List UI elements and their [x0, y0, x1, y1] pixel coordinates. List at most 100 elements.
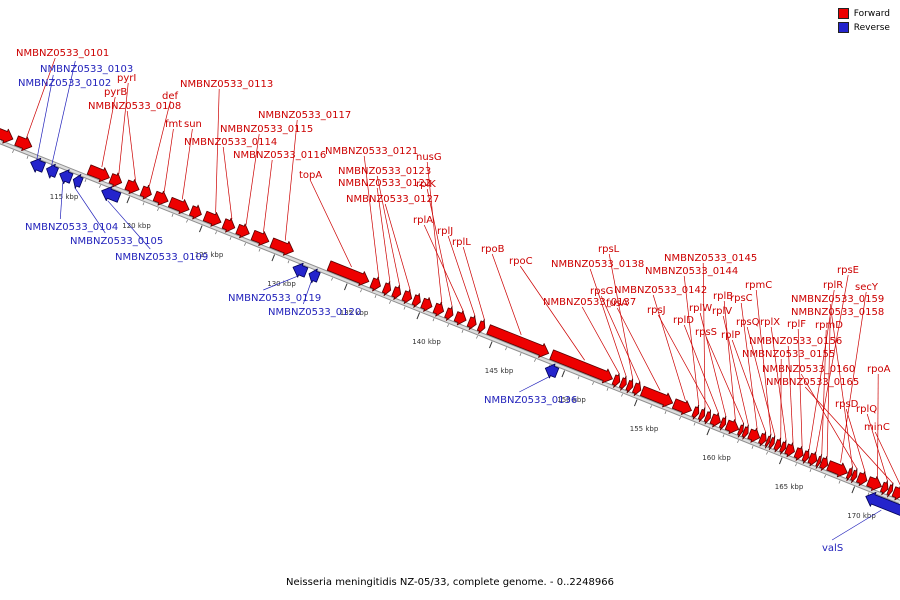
gene-label-NMBNZ0533_0117: NMBNZ0533_0117 [258, 110, 351, 121]
gene-arrow-rpsE[interactable] [807, 451, 818, 467]
gene-arrow-NMBNZ0533_0136[interactable] [544, 363, 560, 379]
gene-arrow-NMBNZ0533_0108[interactable] [124, 179, 140, 195]
gene-arrow-NMBNZ0533_0109[interactable] [101, 186, 122, 203]
gene-arrow-rplF[interactable] [793, 446, 804, 461]
gene-arrow-nusG[interactable] [432, 301, 445, 317]
gene-arrow-NMBNZ0533_0105[interactable] [72, 173, 84, 189]
gene-label-topA: topA [299, 170, 322, 181]
gene-label-rplB: rplB [713, 291, 733, 302]
gene-arrow-rpsD[interactable] [856, 471, 868, 487]
gene-arrow-rpoA[interactable] [866, 476, 882, 491]
gene-label-NMBNZ0533_0136: NMBNZ0533_0136 [484, 395, 577, 406]
gene-arrow-rplL[interactable] [476, 319, 486, 334]
gene-arrow-secY[interactable] [826, 460, 848, 478]
gene-arrow-rpoB[interactable] [486, 324, 550, 358]
leader-NMBNZ0533_0103 [48, 60, 76, 178]
gene-label-rplQ: rplQ [856, 404, 877, 415]
gene-label-NMBNZ0533_0101: NMBNZ0533_0101 [16, 48, 109, 59]
gene-arrow-pyrI[interactable] [108, 172, 123, 188]
gene-arrow-rplD[interactable] [709, 412, 721, 428]
major-tick [416, 312, 421, 320]
tick-label-115kbp: 115 kbp [50, 193, 79, 201]
minor-tick [287, 260, 290, 264]
gene-arrow-NMBNZ0533_0102[interactable] [30, 157, 46, 173]
gene-arrow-rplA[interactable] [453, 310, 467, 326]
gene-label-rpsS: rpsS [695, 327, 717, 338]
gene-arrow-NMBNZ0533_0127[interactable] [401, 289, 413, 305]
gene-arrow-rpsG[interactable] [632, 381, 642, 397]
gene-arrow-fmt[interactable] [152, 190, 169, 206]
gene-arrow-rpsC[interactable] [747, 427, 761, 443]
gene-label-rplV: rplV [712, 306, 732, 317]
leader-def [148, 100, 171, 187]
leader-NMBNZ0533_0165 [804, 386, 894, 484]
leader-NMBNZ0533_0114 [222, 146, 233, 220]
gene-label-rpsE: rpsE [837, 265, 859, 276]
gene-arrow-NMBNZ0533_0119[interactable] [292, 262, 309, 278]
gene-arrow-NMBNZ0533_0145[interactable] [698, 407, 706, 423]
gene-arrow-NMBNZ0533_0156[interactable] [784, 442, 795, 458]
gene-arrow-rpsJ[interactable] [703, 409, 711, 425]
gene-label-NMBNZ0533_0109: NMBNZ0533_0109 [115, 252, 208, 263]
gene-arrow-NMBNZ0533_0123[interactable] [391, 285, 402, 300]
gene-arrow-NMBNZ0533_0159[interactable] [845, 466, 853, 482]
gene-arrow-def[interactable] [139, 184, 152, 200]
minor-tick [606, 387, 609, 391]
gene-arrow-NMBNZ0533_0103[interactable] [46, 163, 59, 179]
gene-arrow-NMBNZ0533_0138[interactable] [619, 375, 627, 391]
gene-arrow-rplV[interactable] [741, 424, 749, 440]
gene-arrow-unlabeled[interactable] [0, 128, 14, 144]
leader-NMBNZ0533_0136 [519, 376, 549, 393]
gene-arrow-rplB[interactable] [724, 419, 740, 435]
leader-minC [874, 431, 900, 486]
gene-arrow-unlabeled[interactable] [420, 297, 433, 312]
gene-arrow-NMBNZ0533_0117[interactable] [269, 237, 294, 256]
gene-arrow-rplQ[interactable] [880, 480, 889, 496]
minor-tick [795, 463, 797, 467]
gene-arrow-rplJ[interactable] [466, 315, 477, 331]
gene-arrow-rpsS[interactable] [737, 422, 744, 438]
gene-arrow-sun[interactable] [167, 196, 190, 215]
gene-arrow-NMBNZ0533_0144[interactable] [691, 404, 700, 420]
gene-arrow-NMBNZ0533_0121[interactable] [369, 276, 381, 292]
gene-arrow-rpmD[interactable] [815, 454, 822, 469]
gene-label-rpsQ: rpsQ [736, 317, 760, 328]
gene-arrow-NMBNZ0533_0115[interactable] [235, 223, 250, 239]
gene-arrow-NMBNZ0533_0165[interactable] [886, 482, 894, 498]
gene-label-rpsC: rpsC [730, 293, 753, 304]
gene-arrow-NMBNZ0533_0116[interactable] [250, 229, 270, 246]
gene-arrow-unlabeled[interactable] [188, 204, 202, 220]
gene-arrow-NMBNZ0533_0113[interactable] [202, 210, 222, 227]
gene-arrow-rpoC[interactable] [549, 349, 613, 384]
gene-arrow-NMBNZ0533_0158[interactable] [819, 456, 829, 471]
legend-forward-row: Forward [837, 8, 890, 19]
gene-arrow-NMBNZ0533_0122[interactable] [381, 281, 392, 297]
gene-arrow-pyrB[interactable] [86, 164, 110, 183]
gene-arrow-NMBNZ0533_0160[interactable] [850, 468, 858, 484]
gene-arrow-rplK[interactable] [444, 306, 454, 321]
gene-arrow-topA[interactable] [326, 260, 370, 286]
gene-arrow-rplR[interactable] [801, 448, 810, 464]
minor-tick [461, 329, 464, 333]
gene-arrow-NMBNZ0533_0114[interactable] [221, 217, 236, 233]
gene-label-NMBNZ0533_0165: NMBNZ0533_0165 [766, 377, 859, 388]
gene-arrow-NMBNZ0533_0155[interactable] [773, 437, 782, 453]
gene-arrow-NMBNZ0533_0142[interactable] [671, 398, 692, 415]
leader-rplK [426, 188, 453, 308]
gene-arrow-NMBNZ0533_0120[interactable] [308, 268, 321, 284]
gene-label-NMBNZ0533_0160: NMBNZ0533_0160 [762, 364, 855, 375]
gene-arrow-rplX[interactable] [779, 439, 787, 455]
gene-arrow-unlabeled[interactable] [411, 293, 421, 308]
gene-arrow-fusA[interactable] [640, 385, 674, 408]
gene-arrow-valS[interactable] [865, 491, 900, 516]
gene-arrow-rpmC[interactable] [764, 433, 772, 449]
gene-arrow-NMBNZ0533_0104[interactable] [59, 169, 74, 185]
gene-arrow-rplP[interactable] [758, 431, 767, 447]
gene-arrow-rpsL[interactable] [625, 378, 634, 394]
gene-arrow-NMBNZ0533_0101[interactable] [14, 135, 33, 152]
gene-arrow-rplW[interactable] [719, 415, 727, 431]
minor-tick [157, 207, 159, 212]
gene-arrow-rpsQ[interactable] [768, 435, 776, 451]
gene-arrow-NMBNZ0533_0137[interactable] [611, 373, 621, 388]
